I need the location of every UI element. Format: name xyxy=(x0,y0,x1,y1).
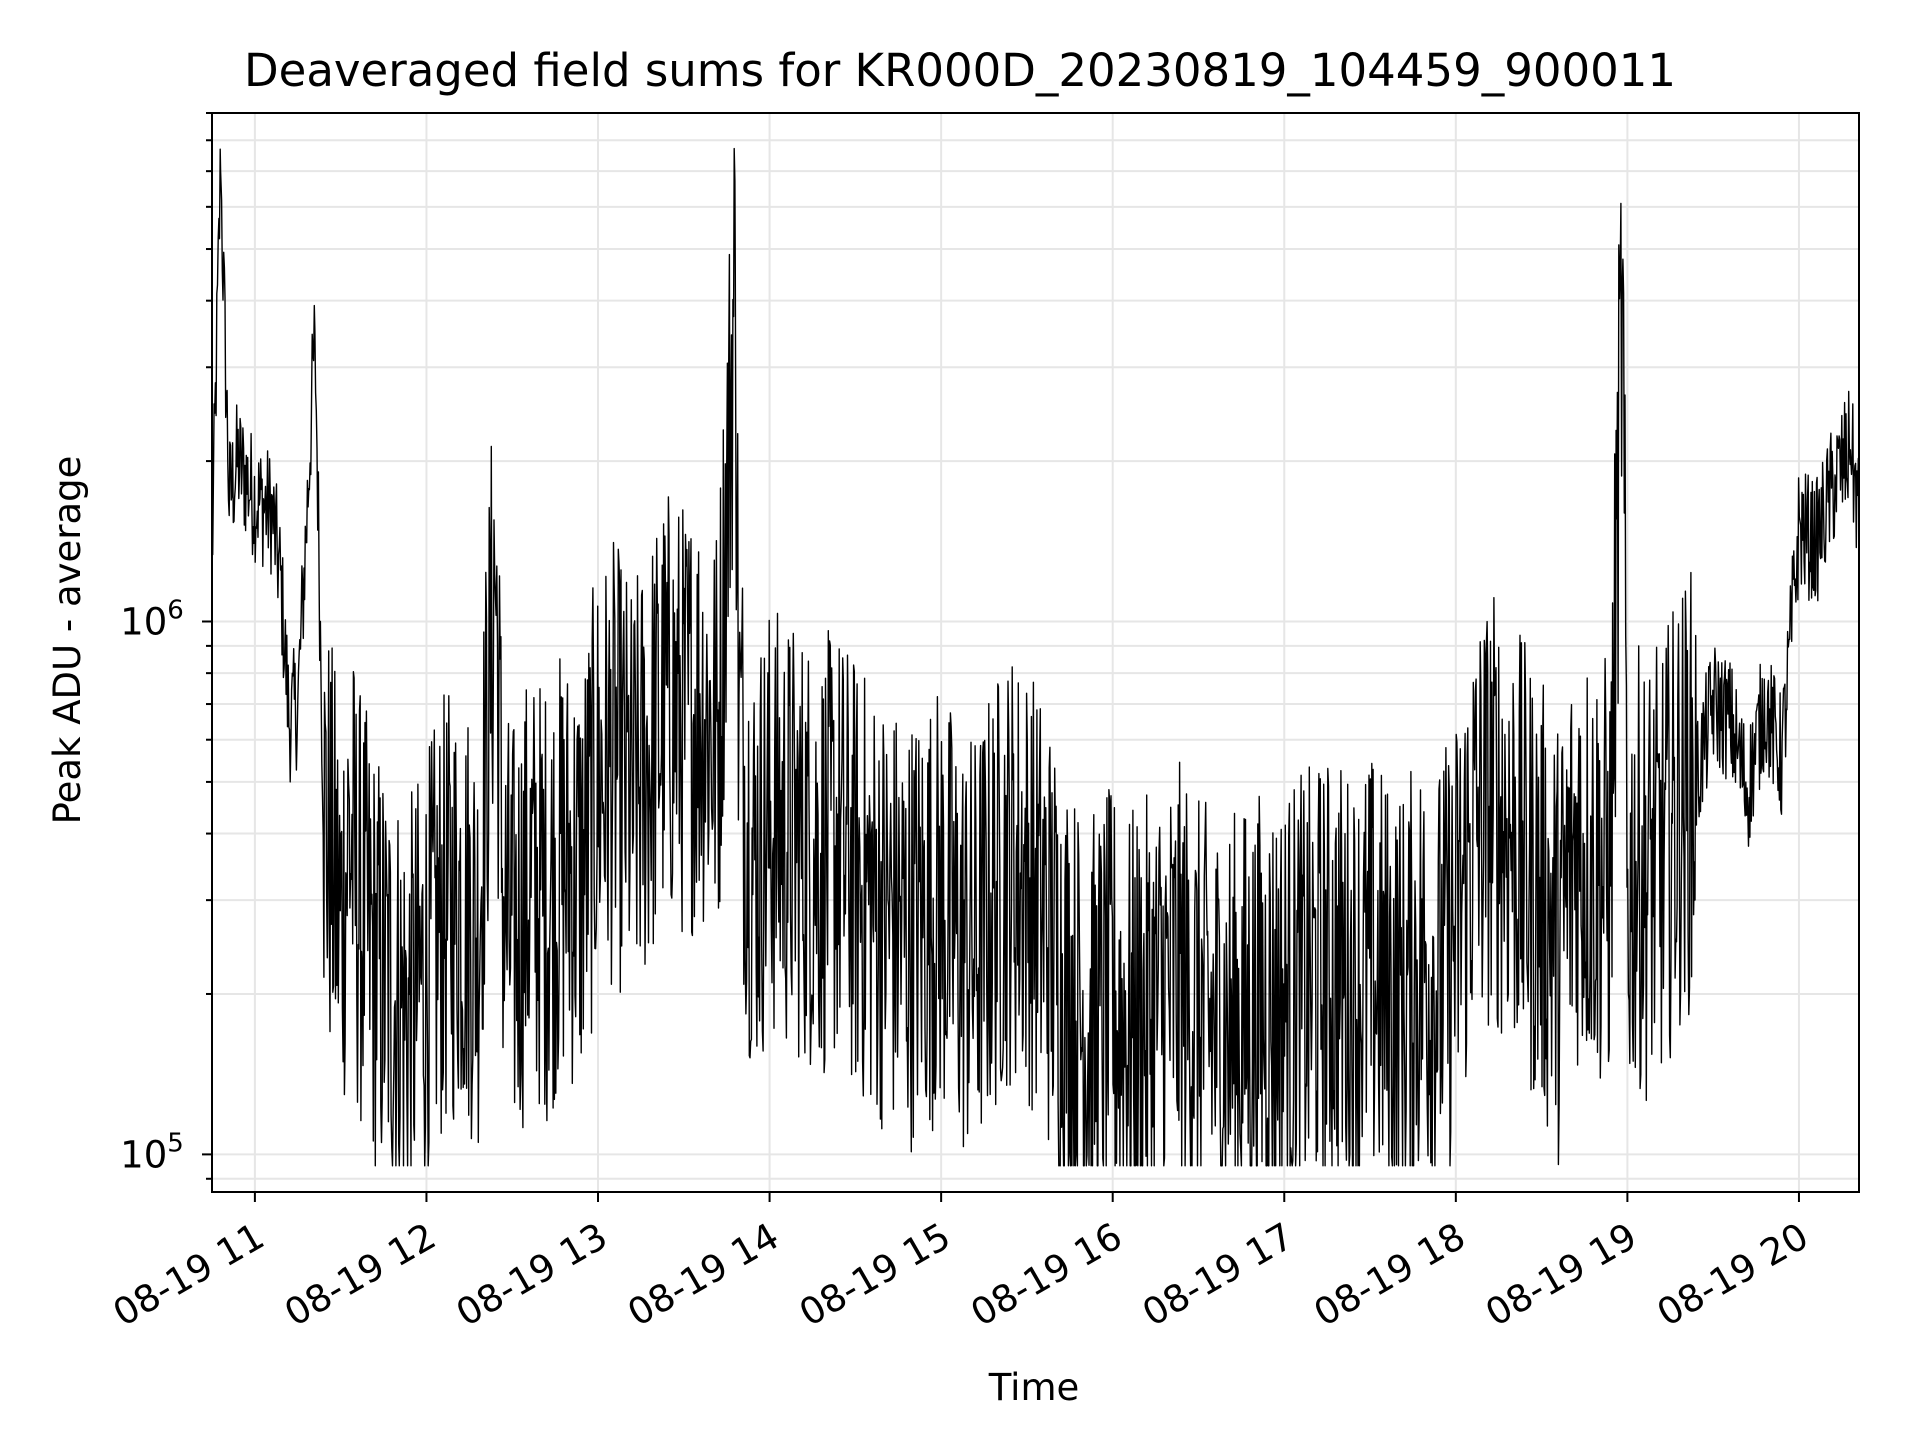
x-tick-label: 08-19 12 xyxy=(277,1215,443,1335)
x-tick-label: 08-19 19 xyxy=(1478,1215,1644,1335)
series-line xyxy=(211,147,1860,1167)
plot-frame xyxy=(211,112,1860,1193)
x-tick-label: 08-19 16 xyxy=(964,1215,1130,1335)
x-tick-label: 08-19 17 xyxy=(1135,1215,1301,1335)
chart-title: Deaveraged field sums for KR000D_2023081… xyxy=(244,44,1676,97)
x-axis-label: Time xyxy=(988,1366,1080,1409)
x-tick-label: 08-19 20 xyxy=(1650,1215,1816,1335)
x-tick-label: 08-19 18 xyxy=(1307,1215,1473,1335)
x-tick-label: 08-19 11 xyxy=(106,1215,272,1335)
y-tick-label: 105 xyxy=(120,1128,184,1176)
x-tick-label: 08-19 14 xyxy=(621,1215,787,1335)
y-axis-label: Peak ADU - average xyxy=(46,456,89,825)
x-tick-label: 08-19 15 xyxy=(792,1215,958,1335)
series-layer xyxy=(211,147,1860,1167)
x-tick-label: 08-19 13 xyxy=(449,1215,615,1335)
y-tick-label: 106 xyxy=(120,596,184,644)
